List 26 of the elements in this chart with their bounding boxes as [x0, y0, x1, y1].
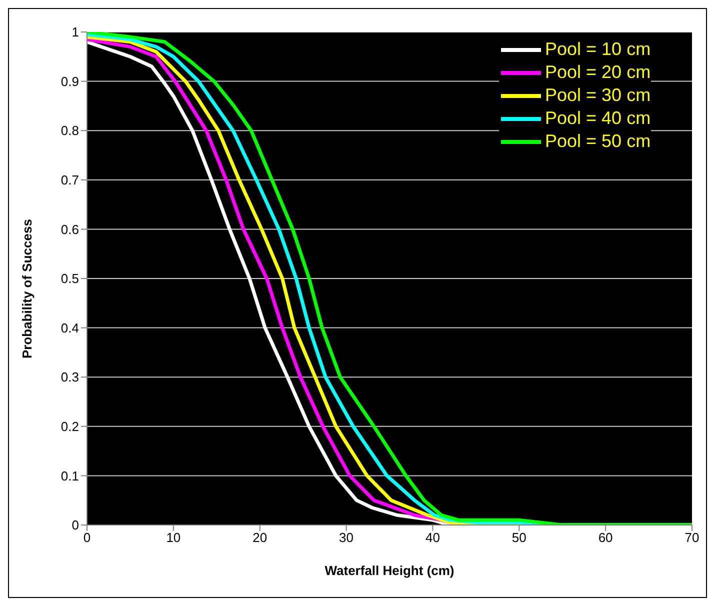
- legend-label: Pool = 50 cm: [545, 131, 651, 152]
- legend-label: Pool = 20 cm: [545, 62, 651, 83]
- legend-label: Pool = 10 cm: [545, 39, 651, 60]
- y-tick-label: 0.1: [60, 468, 79, 484]
- y-tick-label: 0.7: [60, 172, 79, 188]
- x-tick-label: 0: [83, 530, 91, 546]
- y-tick-label: 0.5: [60, 271, 79, 286]
- y-tick-label: 0.4: [60, 320, 79, 336]
- x-tick-label: 20: [252, 530, 268, 546]
- y-tick-label: 0: [72, 518, 79, 533]
- x-axis-title: Waterfall Height (cm): [324, 563, 454, 578]
- x-tick-label: 40: [425, 530, 440, 546]
- y-tick-label: 1: [72, 24, 79, 40]
- legend-label: Pool = 40 cm: [545, 108, 651, 129]
- y-tick-label: 0.3: [60, 370, 79, 385]
- x-tick-label: 30: [339, 530, 354, 546]
- x-tick-label: 60: [598, 530, 613, 546]
- y-tick-label: 0.6: [60, 222, 79, 237]
- legend-label: Pool = 30 cm: [545, 85, 651, 106]
- y-tick-label: 0.8: [60, 123, 79, 138]
- y-tick-label: 0.9: [60, 74, 79, 89]
- y-axis-title: Probability of Success: [20, 219, 35, 358]
- y-tick-label: 0.2: [60, 419, 79, 434]
- x-tick-label: 50: [512, 530, 526, 546]
- x-tick-label: 10: [166, 530, 181, 546]
- x-tick-label: 70: [684, 530, 700, 546]
